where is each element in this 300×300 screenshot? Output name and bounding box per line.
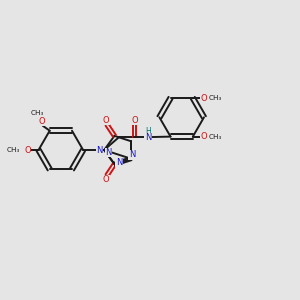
Text: CH₃: CH₃ [7,147,20,153]
Text: CH₃: CH₃ [208,134,222,140]
Text: O: O [103,175,109,184]
Text: O: O [24,146,31,154]
Text: CH₃: CH₃ [31,110,44,116]
Text: O: O [200,94,207,103]
Text: O: O [131,116,138,125]
Text: O: O [38,117,45,126]
Text: N: N [145,133,151,142]
Text: N: N [129,150,135,159]
Text: N: N [116,158,122,167]
Text: CH₃: CH₃ [208,95,222,101]
Text: O: O [103,116,109,125]
Text: O: O [200,132,207,141]
Text: N: N [105,148,112,157]
Text: H: H [145,127,151,136]
Text: N: N [97,146,103,154]
